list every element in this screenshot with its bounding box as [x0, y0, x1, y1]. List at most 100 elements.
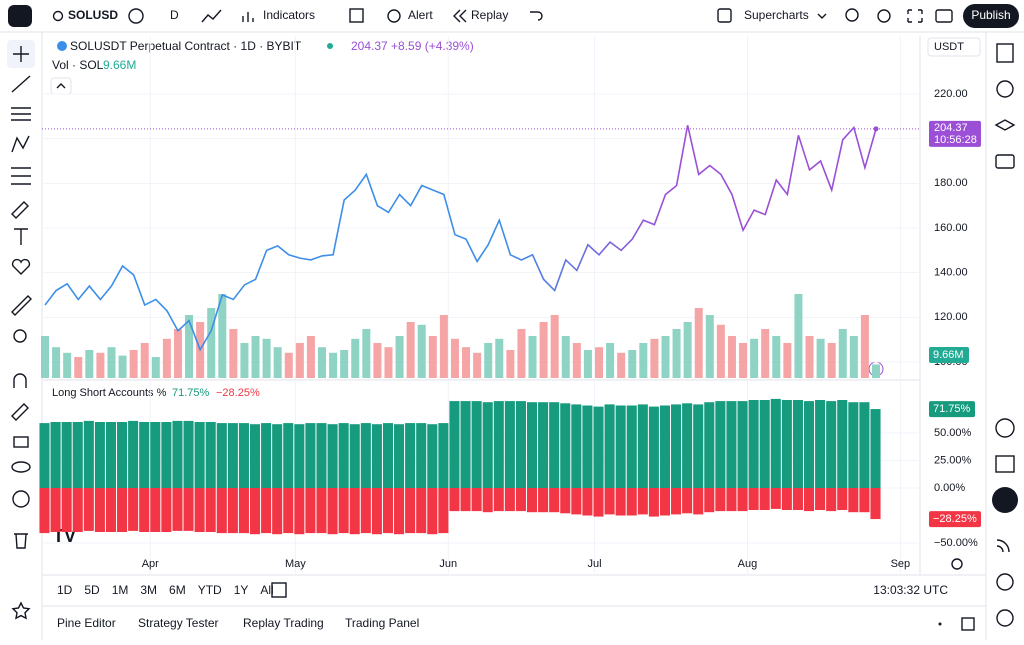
hide-tool[interactable]: [11, 461, 31, 473]
volume-bar: [550, 315, 559, 378]
ls-bar: [216, 488, 227, 534]
settings-icon[interactable]: [877, 9, 891, 23]
zoom-tool[interactable]: [13, 329, 27, 343]
ls-bar: [39, 423, 50, 488]
price-line: [44, 125, 877, 352]
alerts-icon[interactable]: [996, 80, 1014, 98]
compare-icon[interactable]: [128, 8, 144, 24]
volume-bar: [295, 343, 304, 378]
chat-icon[interactable]: [995, 154, 1015, 169]
range-button[interactable]: 1M: [112, 583, 129, 597]
volume-bar: [362, 329, 371, 378]
snapshot-icon[interactable]: [935, 9, 953, 23]
volume-bar: [52, 347, 61, 378]
help-icon[interactable]: [996, 573, 1014, 591]
footer-tab[interactable]: Strategy Tester: [138, 616, 218, 630]
interval[interactable]: D: [170, 8, 179, 22]
alert-icon[interactable]: [387, 9, 401, 23]
ls-bar: [405, 488, 416, 534]
watchlist-star[interactable]: [11, 601, 31, 620]
collapse-button[interactable]: [50, 77, 72, 95]
range-button[interactable]: YTD: [198, 583, 222, 597]
lock-tool[interactable]: [13, 436, 29, 448]
target-icon[interactable]: [995, 418, 1015, 438]
volume-bar: [428, 336, 437, 378]
fib-tool[interactable]: [11, 107, 31, 121]
volume-bar: [229, 329, 238, 378]
ls-bar: [172, 488, 183, 531]
publish-bg[interactable]: [963, 4, 1019, 28]
fullscreen-icon[interactable]: [907, 9, 923, 23]
crosshair-tool[interactable]: [13, 46, 29, 62]
volume-bar: [761, 329, 770, 378]
time-tick-label: Sep: [891, 558, 911, 570]
measure-tool[interactable]: [11, 295, 32, 316]
calendar-icon[interactable]: [995, 455, 1015, 473]
layout-name[interactable]: Supercharts: [744, 8, 809, 22]
range-button[interactable]: 1Y: [234, 583, 249, 597]
volume-legend-value: 9.66M: [103, 58, 136, 72]
chart-type-icon[interactable]: [201, 9, 222, 23]
volume-bar: [129, 350, 138, 378]
range-button[interactable]: All: [260, 583, 273, 597]
collapse-icon[interactable]: [56, 83, 66, 89]
footer-tab[interactable]: Replay Trading: [243, 616, 324, 630]
volume-bar: [750, 338, 759, 378]
favorites-tool[interactable]: [11, 258, 31, 275]
range-button[interactable]: 6M: [169, 583, 186, 597]
notifications-icon[interactable]: [996, 609, 1014, 627]
text-tool[interactable]: [14, 228, 28, 245]
currency-box[interactable]: [927, 37, 981, 57]
date-range-icon[interactable]: [271, 582, 287, 598]
watchlist-icon[interactable]: [996, 43, 1014, 63]
replay-icon[interactable]: [453, 9, 467, 23]
projection-tool[interactable]: [11, 167, 31, 185]
logo[interactable]: [8, 5, 32, 27]
range-button[interactable]: 1D: [57, 583, 73, 597]
ls-bar: [83, 488, 94, 531]
layers-icon[interactable]: [994, 119, 1016, 131]
alert-button[interactable]: Alert: [408, 8, 433, 22]
symbol[interactable]: SOLUSD: [68, 8, 118, 22]
ls-bar: [748, 400, 759, 488]
indicators-button[interactable]: Indicators: [263, 8, 315, 22]
more-icon[interactable]: [938, 622, 942, 626]
undo-icon[interactable]: [530, 11, 543, 21]
volume-bar: [860, 315, 869, 378]
tool-icon[interactable]: [845, 8, 859, 22]
pattern-tool[interactable]: [11, 135, 30, 153]
ls-bar: [493, 401, 504, 488]
ls-bar: [626, 488, 637, 516]
axis-settings[interactable]: [951, 558, 963, 570]
ls-bar: [427, 424, 438, 488]
maximize-icon[interactable]: [961, 617, 975, 631]
pane-long: 71.75%: [172, 387, 210, 399]
replay-button[interactable]: Replay: [471, 8, 508, 22]
feed-icon[interactable]: [996, 539, 1010, 553]
lock-draw-tool[interactable]: [11, 403, 29, 421]
pane-short: −28.25%: [216, 387, 260, 399]
templates-icon[interactable]: [349, 8, 364, 23]
search-icon[interactable]: [52, 10, 64, 22]
volume-bar: [705, 315, 714, 378]
apps-icon[interactable]: [992, 487, 1018, 513]
volume-bar: [118, 355, 127, 378]
line-tool[interactable]: [11, 75, 31, 93]
ls-bar: [227, 423, 238, 488]
footer-tab[interactable]: Trading Panel: [345, 616, 419, 630]
ls-bar: [815, 488, 826, 510]
footer-tab[interactable]: Pine Editor: [57, 616, 116, 630]
range-button[interactable]: 3M: [140, 583, 157, 597]
layout-checkbox[interactable]: [717, 8, 732, 23]
ls-bar: [704, 488, 715, 513]
dropdown-icon[interactable]: [817, 13, 827, 19]
volume-bar: [107, 347, 116, 378]
indicators-icon[interactable]: [242, 12, 254, 22]
brush-tool[interactable]: [11, 201, 29, 219]
currency[interactable]: USDT: [934, 41, 964, 53]
publish-button[interactable]: Publish: [971, 8, 1010, 22]
magnet-tool[interactable]: [13, 373, 27, 388]
range-button[interactable]: 5D: [84, 583, 100, 597]
trash-tool[interactable]: [14, 533, 28, 549]
tree-tool[interactable]: [12, 490, 30, 508]
